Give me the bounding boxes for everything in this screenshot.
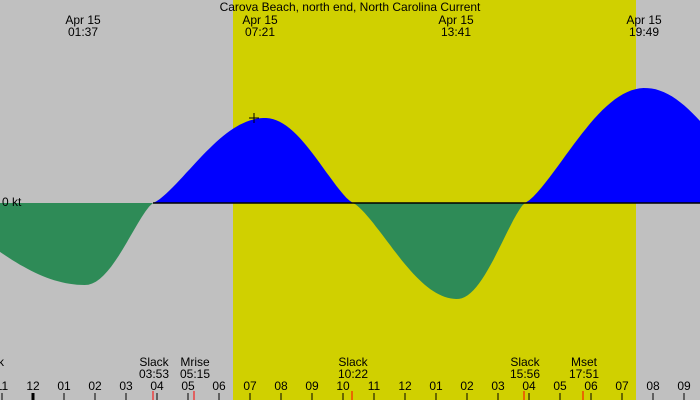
hour-tick-label: 07 xyxy=(615,379,629,393)
hour-tick-label: 06 xyxy=(584,379,598,393)
hour-tick-label: 03 xyxy=(491,379,505,393)
zero-kt-label: 0 kt xyxy=(2,195,22,209)
hour-tick-label: 09 xyxy=(305,379,319,393)
event-label: Slack 03:53 xyxy=(138,355,170,381)
hour-tick-label: 07 xyxy=(243,379,257,393)
hour-tick-label: 05 xyxy=(181,379,195,393)
hour-tick-label: 11 xyxy=(367,379,381,393)
partial-left-label: k xyxy=(0,355,4,369)
event-label: Slack 15:56 xyxy=(509,355,541,381)
event-label: Mset 17:51 xyxy=(568,355,600,381)
chart-title: Carova Beach, north end, North Carolina … xyxy=(219,0,481,14)
flood-area-2 xyxy=(525,88,700,203)
hour-tick-label: 01 xyxy=(429,379,443,393)
hour-tick-label: 12 xyxy=(398,379,412,393)
hour-tick-label: 04 xyxy=(150,379,164,393)
hour-tick-label: 08 xyxy=(274,379,288,393)
flood-area-1 xyxy=(153,118,353,203)
hour-tick-label: 02 xyxy=(460,379,474,393)
hour-ticks xyxy=(1,393,685,400)
event-label: Slack 10:22 xyxy=(337,355,369,381)
hour-tick-label: 05 xyxy=(553,379,567,393)
hour-tick-label: 09 xyxy=(677,379,691,393)
hour-tick-label: 02 xyxy=(88,379,102,393)
hour-tick-label: 06 xyxy=(212,379,226,393)
hour-tick-label: 10 xyxy=(336,379,350,393)
hour-tick-label: 12 xyxy=(26,379,40,393)
event-ticks xyxy=(152,391,584,400)
hour-tick-label: 04 xyxy=(522,379,536,393)
extremum-label: Apr 15 07:21 xyxy=(242,13,278,39)
ebb-area-2 xyxy=(353,203,525,299)
ebb-area-1 xyxy=(0,203,153,285)
extremum-label: Apr 15 19:49 xyxy=(626,13,662,39)
hour-tick-label: 11 xyxy=(0,379,9,393)
hour-tick-label: 03 xyxy=(119,379,133,393)
extremum-label: Apr 15 01:37 xyxy=(65,13,101,39)
peak-marker-icon xyxy=(249,113,259,123)
event-label: Mrise 05:15 xyxy=(179,355,211,381)
hour-tick-label: 08 xyxy=(646,379,660,393)
hour-tick-label: 01 xyxy=(57,379,71,393)
extremum-label: Apr 15 13:41 xyxy=(438,13,474,39)
